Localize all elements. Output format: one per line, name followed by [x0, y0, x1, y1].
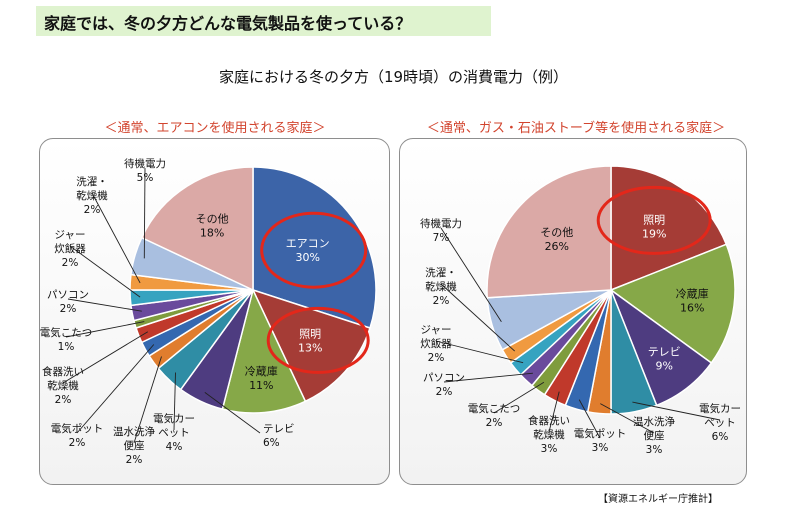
header-banner: 家庭では、冬の夕方どんな電気製品を使っている？	[36, 6, 491, 36]
chart-2-panel	[399, 138, 747, 485]
chart-2-title: ＜通常、ガス・石油ストーブ等を使用される家庭＞	[426, 121, 726, 136]
page-title: 家庭における冬の夕方（19時頃）の消費電力（例）	[218, 68, 569, 86]
chart-1-panel	[39, 138, 390, 485]
source-note: 【資源エネルギー庁推計】	[598, 494, 718, 505]
header-title: 家庭では、冬の夕方どんな電気製品を使っている？	[44, 14, 412, 33]
chart-1-title: ＜通常、エアコンを使用される家庭＞	[104, 121, 326, 136]
